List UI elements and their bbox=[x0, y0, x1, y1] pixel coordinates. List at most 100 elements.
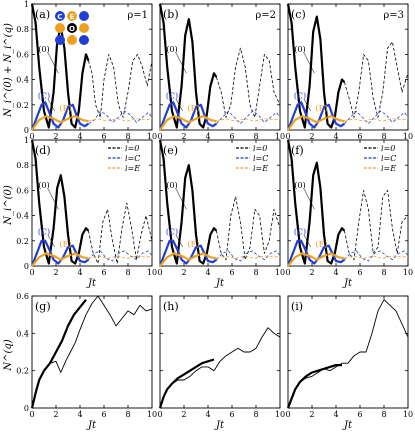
panel-e-xtick-label: 4 bbox=[205, 268, 210, 277]
panel-d-annotation-leader bbox=[47, 188, 59, 210]
panel-g-xtick-label: 10 bbox=[147, 410, 157, 419]
lattice-inset: C E O bbox=[55, 11, 89, 45]
panel-b-series-C-dash bbox=[216, 110, 281, 125]
panel-g-ytick-label: 0.6 bbox=[16, 292, 29, 301]
panel-c-xtick-label: 0 bbox=[285, 132, 290, 141]
panel-c-annotation-leader bbox=[325, 112, 328, 120]
panel-b-annotation-leader bbox=[197, 112, 200, 120]
panel-b-xtick-label: 10 bbox=[275, 132, 285, 141]
panel-e: 0 2 4 6 8 10 (e) Jt (0) (C) (E) i=0i=Ci=E bbox=[157, 139, 285, 289]
panel-a-ytick-label: 0 bbox=[24, 126, 29, 135]
panel-e-xtick-label: 2 bbox=[181, 268, 186, 277]
panel-d-legend-label: i=C bbox=[125, 154, 140, 163]
panel-a-rho: ρ=1 bbox=[127, 10, 148, 21]
inset-site-origin bbox=[67, 23, 77, 33]
panel-c-series-O-thick bbox=[286, 3, 346, 129]
panel-f-xtick-label: 4 bbox=[333, 268, 338, 277]
panel-b-series-E-dash bbox=[216, 118, 281, 122]
panel-b-series-C-thick bbox=[158, 101, 218, 131]
panel-d-ytick-label: 0 bbox=[24, 262, 29, 271]
panel-i-label: (i) bbox=[291, 300, 303, 313]
panel-b-xtick-label: 4 bbox=[205, 132, 210, 141]
panel-d-series-O-dash bbox=[88, 202, 153, 264]
panel-b-annotation: (0) bbox=[166, 45, 177, 54]
panel-d-series-O-thick bbox=[30, 139, 90, 265]
panel-d-xtick-label: 2 bbox=[53, 268, 58, 277]
panel-a-annotation-leader bbox=[47, 52, 59, 74]
panel-b-series-E-thick bbox=[159, 115, 217, 131]
row1-ylabel: N_i^(0) + N_i^(q) bbox=[3, 23, 14, 118]
panel-i-series-O-thin bbox=[287, 299, 409, 409]
panel-f-annotation-leader bbox=[325, 248, 328, 256]
panel-f: 0 2 4 6 8 10 (f) Jt (0) (C) (E) i=0i=Ci=E bbox=[285, 139, 413, 289]
panel-f-legend-label: i=C bbox=[381, 154, 396, 163]
panel-d-series-E-thick bbox=[31, 252, 89, 267]
panel-i-xtick-label: 2 bbox=[309, 410, 314, 419]
panel-d-annotation: (0) bbox=[38, 181, 49, 190]
panel-a-xtick-label: 6 bbox=[101, 132, 106, 141]
panel-e-xtick-label: 8 bbox=[253, 268, 258, 277]
inset-site-edge-l bbox=[55, 23, 65, 33]
panel-b-annotation: (E) bbox=[188, 104, 200, 113]
panel-e-legend-label: i=C bbox=[253, 154, 268, 163]
panel-g-xtick-label: 6 bbox=[101, 410, 106, 419]
inset-site-edge-r bbox=[79, 23, 89, 33]
panel-e-xlabel: Jt bbox=[214, 278, 225, 289]
panel-h-xtick-label: 10 bbox=[275, 410, 285, 419]
panel-c-label: (c) bbox=[291, 8, 306, 21]
panel-c-annotation: (E) bbox=[316, 104, 328, 113]
panel-f-annotation: (0) bbox=[294, 181, 305, 190]
panel-a-xtick-label: 4 bbox=[77, 132, 82, 141]
panel-g-frame bbox=[31, 295, 153, 409]
panel-e-annotation: (0) bbox=[166, 181, 177, 190]
panel-f-series-E-thick bbox=[287, 252, 345, 267]
panel-f-annotation-leader bbox=[303, 188, 315, 210]
panel-c: 0 2 4 6 8 10 (c) ρ=3 (0) (C) (E) bbox=[285, 3, 413, 141]
panel-i-xtick-label: 0 bbox=[285, 410, 290, 419]
panel-a-ytick-label: 0.6 bbox=[16, 50, 29, 59]
panel-f-annotation: (C) bbox=[294, 228, 306, 237]
panel-d-annotation-leader bbox=[69, 248, 72, 256]
panel-a-ytick-label: 0.2 bbox=[16, 101, 29, 110]
panel-h-xlabel: Jt bbox=[214, 420, 225, 431]
panel-h: 0 2 4 6 8 10 (h) Jt bbox=[157, 295, 285, 431]
panel-b-xtick-label: 6 bbox=[229, 132, 234, 141]
panel-a-annotation: (C) bbox=[38, 92, 50, 101]
panel-e-xtick-label: 0 bbox=[157, 268, 162, 277]
panel-a-annotation: (0) bbox=[38, 45, 49, 54]
panel-c-series-O-dash bbox=[344, 41, 409, 118]
panel-i-xlabel: Jt bbox=[342, 420, 353, 431]
panel-d-series-C-dash bbox=[88, 250, 153, 262]
panel-d-xtick-label: 8 bbox=[125, 268, 130, 277]
panel-c-annotation-leader bbox=[303, 52, 315, 74]
panel-d-xtick-label: 0 bbox=[29, 268, 34, 277]
panel-i-frame bbox=[287, 295, 409, 409]
panel-a-ytick-label: 0.4 bbox=[16, 76, 29, 85]
panel-c-series-C-dash bbox=[344, 110, 409, 125]
panel-b-series-O-dash bbox=[216, 47, 281, 118]
panel-d-label: (d) bbox=[35, 144, 51, 157]
panel-f-series-C-dash bbox=[344, 250, 409, 262]
panel-e-frame bbox=[159, 139, 281, 267]
panel-f-frame bbox=[287, 139, 409, 267]
panel-a-ytick-label: 1 bbox=[24, 0, 29, 9]
panel-c-frame bbox=[287, 3, 409, 131]
panel-f-legend-label: i=0 bbox=[381, 144, 395, 153]
panel-d-annotation-leader bbox=[47, 235, 56, 248]
panel-c-xtick-label: 4 bbox=[333, 132, 338, 141]
panel-d-annotation: (E) bbox=[60, 240, 72, 249]
panel-f-series-O-dash bbox=[344, 190, 409, 261]
panel-h-label: (h) bbox=[163, 300, 179, 313]
panel-f-series-O-thick bbox=[286, 139, 346, 265]
panel-f-xlabel: Jt bbox=[342, 278, 353, 289]
panel-a-xtick-label: 0 bbox=[29, 132, 34, 141]
panel-i: 0 2 4 6 8 10 (i) Jt bbox=[285, 295, 413, 431]
panel-f-xtick-label: 2 bbox=[309, 268, 314, 277]
panel-c-series-E-thick bbox=[287, 115, 345, 131]
panel-a-xtick-label: 10 bbox=[147, 132, 157, 141]
panel-e-series-E-dash bbox=[216, 255, 281, 259]
panel-b-xtick-label: 2 bbox=[181, 132, 186, 141]
panel-g-xlabel: Jt bbox=[86, 420, 97, 431]
panel-i-xtick-label: 6 bbox=[357, 410, 362, 419]
